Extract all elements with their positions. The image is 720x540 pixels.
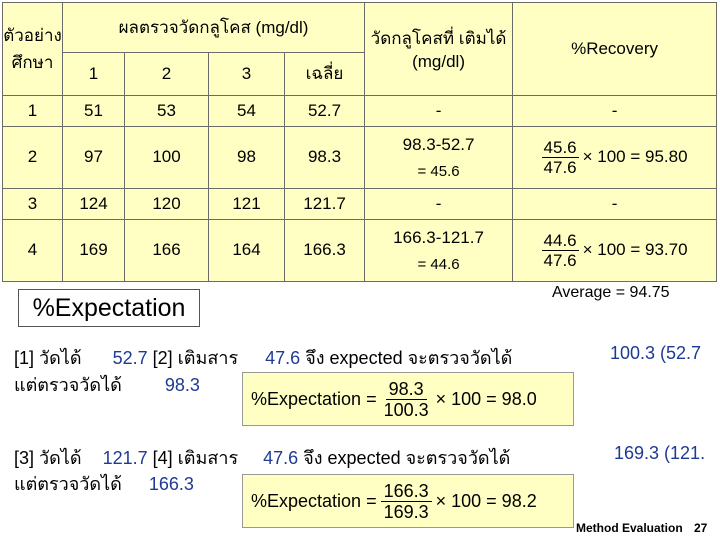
block2-line1: [3] วัดได้ 121.7 [4] เติมสาร 47.6 จึง ex…	[14, 443, 510, 472]
block1-expected-value: 100.3 (52.7	[610, 343, 702, 363]
block2-added-label: [4] เติมสาร	[152, 448, 239, 468]
value-cell: 121	[208, 187, 285, 220]
header-sub-1: 1	[62, 51, 125, 96]
block1-added-label: [2] เติมสาร	[152, 348, 239, 368]
added-expr: 166.3-121.7	[393, 227, 484, 247]
header-sub-3: 3	[208, 51, 285, 96]
header-trial: ตัวอย่าง ศึกษา	[2, 2, 63, 96]
footer-title: Method Evaluation	[576, 521, 683, 535]
table-row: 3 124 120 121 121.7 - -	[2, 187, 718, 220]
block2-formula: %Expectation = 166.3 169.3 × 100 = 98.2	[242, 474, 574, 528]
block2-found-value: 166.3	[148, 474, 194, 494]
block2-formula-label: %Expectation =	[251, 490, 377, 511]
added-cell: 98.3-52.7 = 45.6	[364, 125, 514, 189]
block2-found-label: แต่ตรวจวัดได้	[14, 474, 122, 494]
block2-measured-label: [3] วัดได้	[14, 448, 82, 468]
block2-expected-value: 169.3 (121.	[614, 443, 706, 463]
table-row: 1 51 53 54 52.7 - -	[2, 94, 718, 127]
value-cell: 100	[124, 125, 209, 189]
mean-cell: 52.7	[283, 94, 366, 127]
value-cell: 166	[124, 218, 209, 283]
mean-cell: 121.7	[283, 187, 366, 220]
block1-found-value: 98.3	[164, 375, 200, 395]
trial-cell: 2	[2, 125, 63, 189]
recovery-cell: 44.6 47.6 × 100 = 93.70	[512, 218, 718, 283]
block2-line2: แต่ตรวจวัดได้ 166.3	[14, 469, 194, 498]
block1-measured-label: [1] วัดได้	[14, 348, 82, 368]
block1-added-value: 47.6	[265, 348, 301, 368]
header-sub-2: 2	[124, 51, 209, 96]
trial-cell: 4	[2, 218, 63, 283]
table-row: 4 169 166 164 166.3 166.3-121.7 = 44.6 4…	[2, 218, 718, 283]
block2-formula-result: × 100 = 98.2	[435, 490, 537, 511]
header-measured: วัดกลูโคสที่ เติมได้ (mg/dl)	[364, 2, 514, 96]
added-result: = 45.6	[417, 162, 460, 180]
block2-formula-numerator: 166.3	[380, 481, 432, 502]
recovery-result: × 100 = 93.70	[582, 240, 688, 260]
expectation-label: %Expectation	[18, 289, 200, 327]
table-row: 2 97 100 98 98.3 98.3-52.7 = 45.6 45.6 47…	[2, 125, 718, 189]
added-cell: -	[364, 94, 514, 127]
recovery-result: × 100 = 95.80	[582, 147, 688, 167]
added-expr: 98.3-52.7	[402, 134, 475, 154]
value-cell: 53	[124, 94, 209, 127]
block2-expected-label: จึง expected จะตรวจวัดได้	[303, 448, 511, 468]
recovery-cell: 45.6 47.6 × 100 = 95.80	[512, 125, 718, 189]
header-result: ผลตรวจวัดกลูโคส (mg/dl)	[61, 2, 366, 53]
recovery-numerator: 45.6	[541, 137, 579, 158]
trial-cell: 3	[2, 187, 63, 220]
value-cell: 124	[62, 187, 125, 220]
footer-page-number: 27	[694, 521, 708, 535]
header-sub-mean: เฉลี่ย	[283, 51, 366, 96]
added-cell: -	[364, 187, 514, 220]
value-cell: 164	[208, 218, 285, 283]
average-text: Average = 94.75	[552, 284, 670, 301]
block1-formula-label: %Expectation =	[251, 388, 377, 409]
block2-added-value: 47.6	[263, 448, 299, 468]
added-cell: 166.3-121.7 = 44.6	[364, 218, 514, 283]
block1-measured-value: 52.7	[112, 348, 148, 368]
recovery-cell: -	[512, 187, 718, 220]
block1-line2: แต่ตรวจวัดได้ 98.3	[14, 370, 200, 399]
block2-formula-denominator: 169.3	[383, 501, 429, 522]
recovery-numerator: 44.6	[541, 230, 579, 251]
block1-formula-result: × 100 = 98.0	[435, 388, 537, 409]
block1-formula-numerator: 98.3	[385, 379, 427, 400]
block1-formula: %Expectation = 98.3 100.3 × 100 = 98.0	[242, 372, 574, 426]
block1-expected-label: จึง expected จะตรวจวัดได้	[305, 348, 513, 368]
trial-cell: 1	[2, 94, 63, 127]
recovery-denominator: 47.6	[543, 157, 577, 177]
mean-cell: 166.3	[283, 218, 366, 283]
recovery-formula: 45.6 47.6 × 100 = 95.80	[541, 137, 688, 177]
value-cell: 169	[62, 218, 125, 283]
block2-measured-value: 121.7	[102, 448, 148, 468]
recovery-denominator: 47.6	[543, 250, 577, 270]
value-cell: 98	[208, 125, 285, 189]
value-cell: 97	[62, 125, 125, 189]
results-table: ตัวอย่าง ศึกษา ผลตรวจวัดกลูโคส (mg/dl) ว…	[2, 2, 718, 283]
block1-found-label: แต่ตรวจวัดได้	[14, 375, 122, 395]
value-cell: 51	[62, 94, 125, 127]
value-cell: 120	[124, 187, 209, 220]
recovery-cell: -	[512, 94, 718, 127]
value-cell: 54	[208, 94, 285, 127]
block1-formula-denominator: 100.3	[383, 399, 429, 420]
recovery-formula: 44.6 47.6 × 100 = 93.70	[541, 230, 688, 270]
header-recovery: %Recovery	[512, 2, 718, 96]
block1-line1: [1] วัดได้ 52.7 [2] เติมสาร 47.6 จึง exp…	[14, 343, 512, 372]
mean-cell: 98.3	[283, 125, 366, 189]
added-result: = 44.6	[417, 255, 460, 273]
